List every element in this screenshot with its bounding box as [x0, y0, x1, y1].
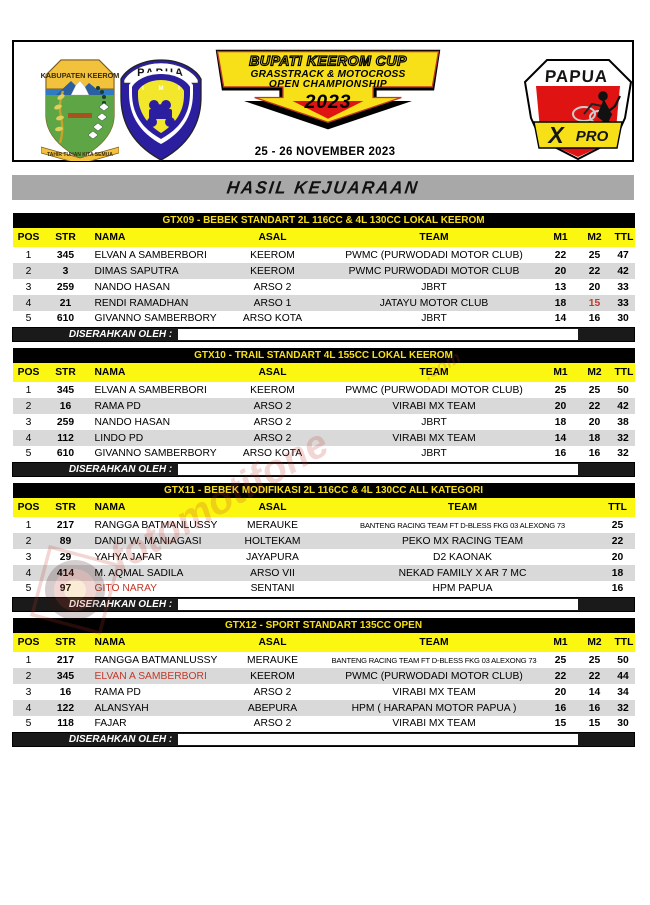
svg-text:M: M	[159, 86, 164, 92]
svg-text:PAPUA: PAPUA	[544, 67, 609, 86]
svg-text:BUPATI KEEROM CUP: BUPATI KEEROM CUP	[249, 53, 407, 69]
svg-text:PRO: PRO	[576, 128, 609, 145]
svg-text:X: X	[546, 122, 565, 148]
svg-text:2023: 2023	[304, 91, 352, 113]
svg-text:KABUPATEN KEEROM: KABUPATEN KEEROM	[41, 71, 119, 80]
svg-text:■: ■	[155, 98, 167, 120]
svg-text:OPEN CHAMPIONSHIP: OPEN CHAMPIONSHIP	[269, 79, 387, 90]
